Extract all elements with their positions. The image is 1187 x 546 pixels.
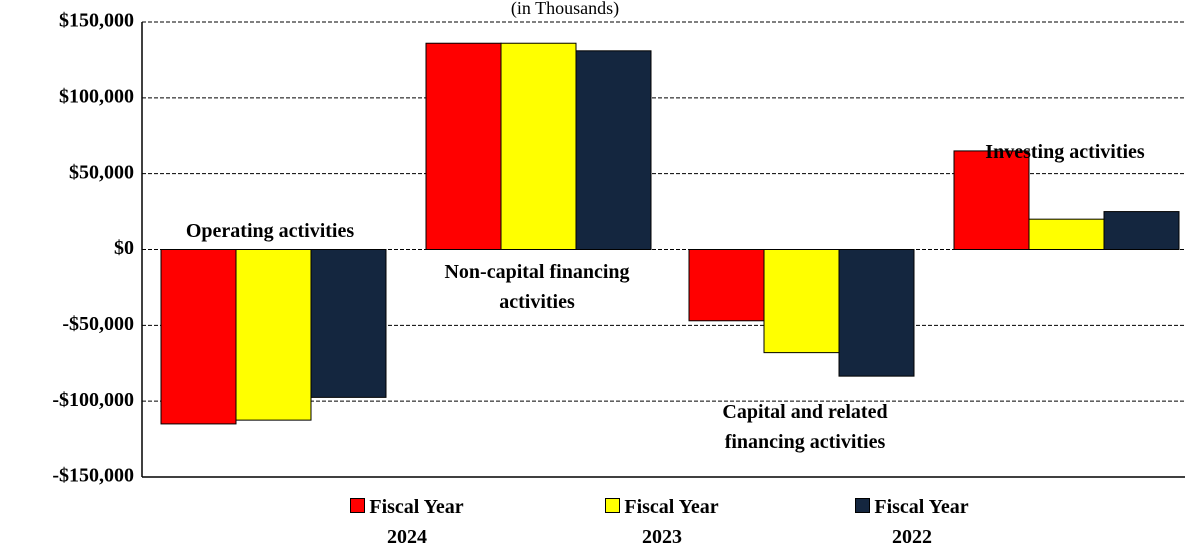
bar xyxy=(235,249,312,421)
legend-label: Fiscal Year 2024 xyxy=(369,496,464,546)
bar xyxy=(1103,211,1180,250)
y-tick-label: $150,000 xyxy=(59,10,134,32)
bar xyxy=(953,150,1030,251)
y-tick-label: -$50,000 xyxy=(62,313,134,335)
category-label: Operating activities xyxy=(185,220,355,242)
legend-item: Fiscal Year 2023 xyxy=(592,492,732,546)
bar xyxy=(688,249,765,322)
bar xyxy=(500,42,577,250)
legend-item: Fiscal Year 2022 xyxy=(842,492,982,546)
legend-swatch xyxy=(605,498,621,513)
category-label: Investing activities xyxy=(985,141,1145,163)
y-tick-label: -$100,000 xyxy=(52,389,134,411)
legend-swatch xyxy=(855,498,871,513)
legend-label: Fiscal Year 2023 xyxy=(624,496,719,546)
y-tick-label: $0 xyxy=(114,237,134,259)
bar xyxy=(160,249,237,425)
category-label: Non-capital financing activities xyxy=(444,261,630,313)
category-label: Capital and related financing activities xyxy=(722,401,888,453)
chart-subtitle: (in Thousands) xyxy=(511,0,619,19)
legend-swatch xyxy=(350,498,366,513)
y-tick-label: $100,000 xyxy=(59,85,134,107)
bar xyxy=(310,249,387,398)
y-tick-label: $50,000 xyxy=(69,161,134,183)
bar xyxy=(763,249,840,354)
legend-label: Fiscal Year 2022 xyxy=(874,496,969,546)
bar xyxy=(575,50,652,250)
bar xyxy=(425,42,502,250)
bar xyxy=(1028,218,1105,251)
bar xyxy=(838,249,915,377)
legend-item: Fiscal Year 2024 xyxy=(337,492,477,546)
y-tick-label: -$150,000 xyxy=(52,465,134,487)
